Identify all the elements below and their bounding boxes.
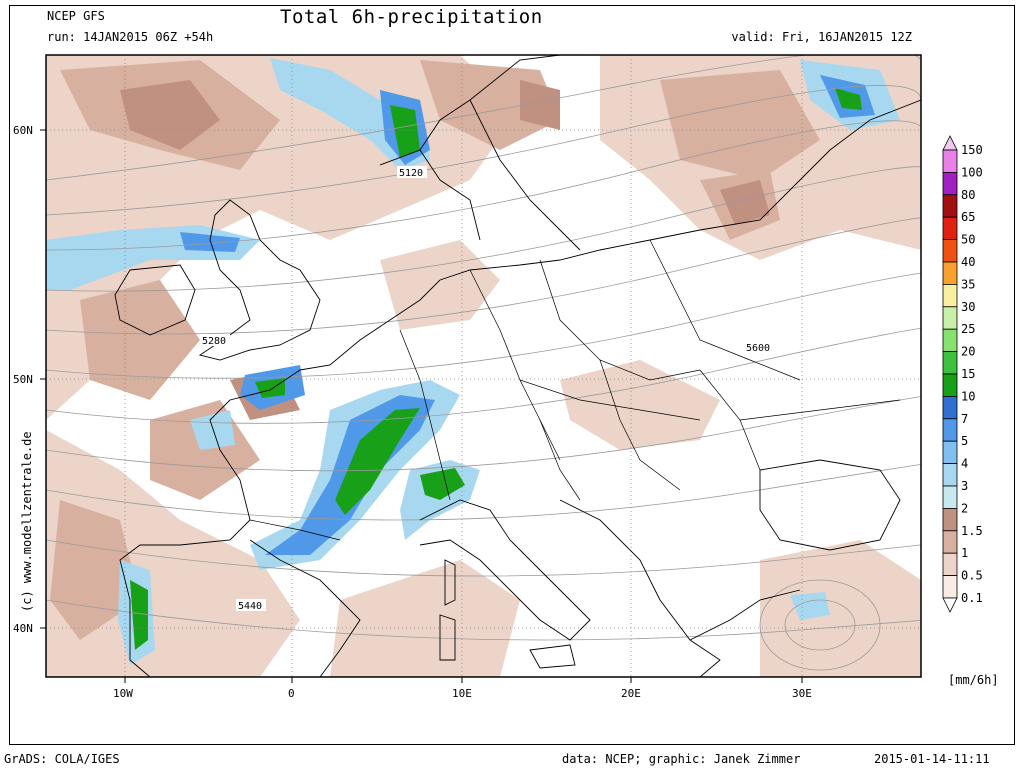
legend-colorbar: 150 100 80 65 50 40 35 30 25 20 15 10 7 5 4 3 2 1.5 1 0.5 0.… (942, 135, 983, 613)
legend-swatch (942, 283, 958, 308)
legend-level-label: 40 (961, 255, 975, 269)
legend-arrow-bottom (942, 597, 958, 613)
model-name: NCEP GFS (47, 9, 105, 23)
precip-blue (46, 58, 900, 665)
legend-level-label: 50 (961, 233, 975, 247)
lon-tick-label: 20E (621, 687, 641, 700)
outer-frame (9, 5, 1015, 745)
legend-level-label: 65 (961, 210, 975, 224)
lat-tick-label: 50N (13, 373, 33, 386)
map-frame (45, 54, 922, 678)
legend-level-label: 15 (961, 367, 975, 381)
legend-swatch (942, 239, 958, 263)
contour-label: 5600 (746, 343, 770, 354)
legend-level-label: 30 (961, 300, 975, 314)
legend-level-label: 1.5 (961, 524, 983, 538)
legend-swatch (942, 440, 958, 465)
legend-swatch (942, 216, 958, 240)
contour-label: 5440 (238, 601, 262, 612)
run-info: run: 14JAN2015 06Z +54h (47, 30, 214, 44)
geopotential-contours (46, 55, 921, 671)
legend-level-label: 2 (961, 501, 968, 515)
lon-tick-label: 10W (113, 687, 133, 700)
legend-swatch (942, 328, 958, 353)
lat-tick-label: 40N (13, 622, 33, 635)
legend-swatch (942, 575, 958, 599)
legend-swatch (942, 373, 958, 397)
legend-swatch (942, 149, 958, 173)
contour-label-group: 5120 5280 5600 5440 (200, 166, 774, 612)
legend-swatch (942, 306, 958, 330)
legend-level-label: 35 (961, 277, 975, 291)
lon-tick-label: 0 (288, 687, 295, 700)
legend-level-label: 5 (961, 434, 968, 448)
legend-swatch (942, 418, 958, 442)
footer-date: 2015-01-14-11:11 (874, 752, 990, 766)
valid-time: valid: Fri, 16JAN2015 12Z (731, 30, 912, 44)
footer-software: GrADS: COLA/IGES (4, 752, 120, 766)
legend-level-label: 0.5 (961, 569, 983, 583)
legend-level-label: 1 (961, 546, 968, 560)
legend-swatch (942, 171, 958, 196)
legend-level-label: 3 (961, 479, 968, 493)
legend-swatch (942, 194, 958, 218)
legend-level-label: 25 (961, 322, 975, 336)
legend-arrow-top (942, 135, 958, 151)
legend-level-label: 10 (961, 389, 975, 403)
legend-swatch (942, 351, 958, 375)
lat-tick-label: 60N (13, 124, 33, 137)
legend-level-label: 150 (961, 143, 983, 157)
legend-swatch (942, 463, 958, 487)
legend-level-label: 4 (961, 457, 968, 471)
borders (249, 239, 901, 541)
legend-unit: [mm/6h] (948, 673, 999, 687)
legend-level-label: 0.1 (961, 591, 983, 605)
legend-level-label: 80 (961, 188, 975, 202)
legend-swatch (942, 552, 958, 577)
legend-swatch (942, 530, 958, 554)
lat-ticks (40, 129, 803, 683)
map-area: 5120 5280 5600 5440 (46, 55, 921, 677)
coastlines (114, 55, 921, 677)
lon-tick-label: 30E (792, 687, 812, 700)
page-title: Total 6h-precipitation (280, 6, 543, 28)
legend-swatch (942, 395, 958, 420)
legend-level-label: 100 (961, 165, 983, 179)
lon-tick-label: 10E (452, 687, 472, 700)
legend-level-label: 7 (961, 412, 968, 426)
legend-swatch (942, 507, 958, 532)
contour-label: 5280 (202, 336, 226, 347)
contour-label: 5120 (399, 168, 423, 179)
axis-labels: 60N 50N 40N 10W 0 10E 20E 30E (13, 124, 812, 700)
footer-credit: data: NCEP; graphic: Janek Zimmer (562, 752, 801, 766)
legend-level-label: 20 (961, 345, 975, 359)
legend-swatch (942, 485, 958, 509)
legend-swatch (942, 261, 958, 285)
